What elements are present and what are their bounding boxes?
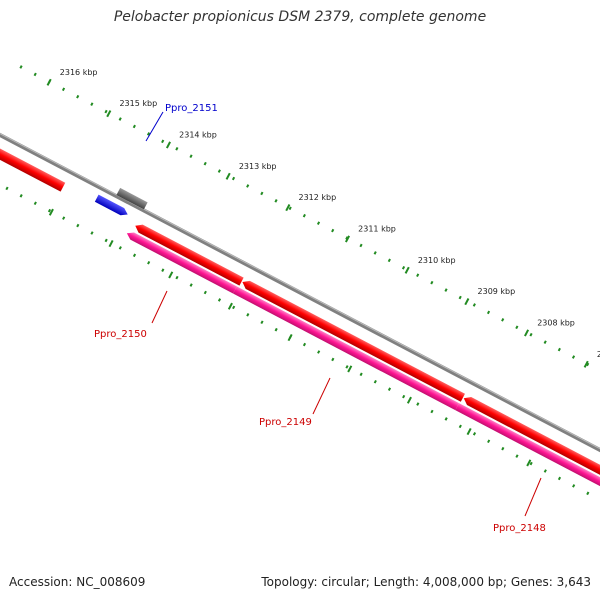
outer-major-tick [106, 110, 112, 118]
inner-major-tick [466, 427, 472, 436]
inner-major-ticks [48, 208, 532, 467]
inner-major-tick [526, 459, 532, 467]
outer-major-tick [344, 235, 351, 243]
tick-labels: 2316 kbp 2315 kbp 2314 kbp 2313 kbp 2312 kbp… [60, 68, 600, 359]
feature-grey[interactable] [116, 187, 148, 210]
tick-label: 2315 kbp [119, 99, 157, 108]
cds-ppro-2149-pink[interactable] [233, 286, 459, 411]
inner-major-tick [406, 396, 412, 404]
outer-tick-ruler: 2316 kbp 2315 kbp 2314 kbp 2313 kbp 2312 kbp… [14, 62, 600, 410]
genome-backbone-highlight [0, 119, 600, 470]
callout-line-ppro-2151 [145, 111, 164, 142]
inner-major-tick [48, 208, 54, 216]
outer-major-tick [464, 298, 470, 306]
inner-ruler-minor-ticks [0, 163, 600, 510]
cds-ppro-2150-pink[interactable] [125, 230, 237, 294]
outer-ruler-minor-ticks [14, 62, 600, 410]
gene-labels: Ppro_2151 Ppro_2150 Ppro_2149 Ppro_2148 [94, 103, 546, 534]
accession-text: Accession: NC_008609 [9, 575, 146, 589]
inner-major-tick [287, 333, 293, 342]
tick-label: 2307 kbp [597, 350, 600, 359]
gene-label-ppro-2149[interactable]: Ppro_2149 [259, 417, 312, 428]
cds-left-red[interactable] [0, 134, 66, 192]
callout-line-ppro-2150 [151, 290, 168, 324]
cds-ppro-2150-red[interactable] [133, 222, 244, 286]
outer-major-tick [583, 360, 589, 368]
tick-label: 2316 kbp [60, 68, 98, 77]
inner-tick-ruler [0, 163, 600, 510]
tick-label: 2311 kbp [358, 225, 396, 234]
inner-major-tick [227, 302, 233, 310]
gene-label-ppro-2151[interactable]: Ppro_2151 [165, 103, 218, 114]
genome-summary-text: Topology: circular; Length: 4,008,000 bp… [261, 575, 591, 589]
tick-label: 2314 kbp [179, 131, 217, 140]
cds-ppro-2148-red[interactable] [462, 394, 600, 490]
outer-major-tick [524, 329, 530, 337]
cds-ppro-2148-pink[interactable] [455, 403, 600, 499]
feature-ppro-2151[interactable] [94, 194, 130, 218]
genome-backbone [0, 119, 600, 472]
callout-line-ppro-2149 [312, 377, 331, 415]
cds-ppro-2149-red[interactable] [240, 278, 465, 402]
outer-major-tick [225, 172, 231, 180]
inner-major-tick [168, 271, 174, 279]
outer-major-ticks [46, 78, 589, 368]
tick-label: 2310 kbp [418, 256, 456, 265]
map-title: Pelobacter propionicus DSM 2379, complet… [113, 9, 487, 25]
inner-major-tick [108, 240, 114, 248]
outer-major-tick [404, 266, 410, 274]
tick-label: 2313 kbp [239, 162, 277, 171]
tick-label: 2312 kbp [298, 193, 336, 202]
gene-label-ppro-2150[interactable]: Ppro_2150 [94, 329, 147, 340]
callout-line-ppro-2148 [524, 477, 542, 517]
tick-label: 2309 kbp [478, 287, 516, 296]
outer-major-tick [46, 78, 52, 86]
tick-label: 2308 kbp [537, 319, 575, 328]
gene-label-ppro-2148[interactable]: Ppro_2148 [493, 523, 546, 534]
outer-major-tick [285, 204, 291, 212]
outer-major-tick [165, 141, 171, 149]
inner-major-tick [347, 365, 353, 373]
